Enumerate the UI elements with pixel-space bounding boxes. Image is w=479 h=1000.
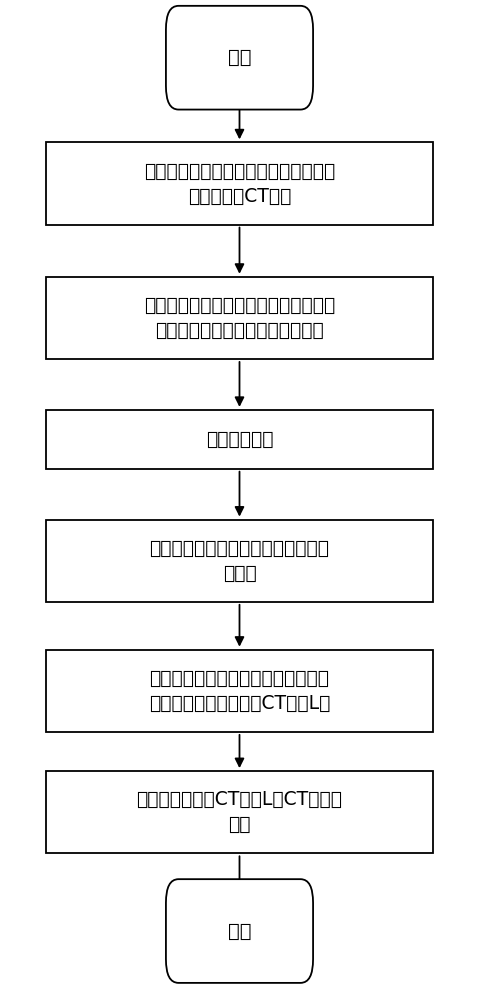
Text: 对修正后的三维CT图像L的CT数进行
标定: 对修正后的三维CT图像L的CT数进行 标定 bbox=[137, 790, 342, 834]
Bar bbox=[46, 520, 433, 602]
Text: 对三维蝶形滤波器掩膜进行预处理，得
到预处理后的三维蝶形滤波器掩膜: 对三维蝶形滤波器掩膜进行预处理，得 到预处理后的三维蝶形滤波器掩膜 bbox=[144, 296, 335, 340]
Text: 根据实测投影重建三维蝶形滤波器掩膜
和原始三维CT图像: 根据实测投影重建三维蝶形滤波器掩膜 和原始三维CT图像 bbox=[144, 161, 335, 205]
Bar bbox=[46, 410, 433, 469]
Bar bbox=[46, 650, 433, 732]
Text: 将各个修正因子的最优值代入修正函
数即得到修正后的三维CT图像L。: 将各个修正因子的最优值代入修正函 数即得到修正后的三维CT图像L。 bbox=[149, 669, 330, 713]
Text: 开始: 开始 bbox=[228, 48, 251, 67]
Text: 采用数学优化的方法得到图像域的修
正因子: 采用数学优化的方法得到图像域的修 正因子 bbox=[149, 539, 330, 583]
FancyBboxPatch shape bbox=[166, 879, 313, 983]
Text: 构建修正函数: 构建修正函数 bbox=[206, 430, 273, 449]
Bar bbox=[46, 142, 433, 225]
FancyBboxPatch shape bbox=[166, 6, 313, 110]
Text: 退出: 退出 bbox=[228, 922, 251, 941]
Bar bbox=[46, 771, 433, 853]
Bar bbox=[46, 277, 433, 359]
